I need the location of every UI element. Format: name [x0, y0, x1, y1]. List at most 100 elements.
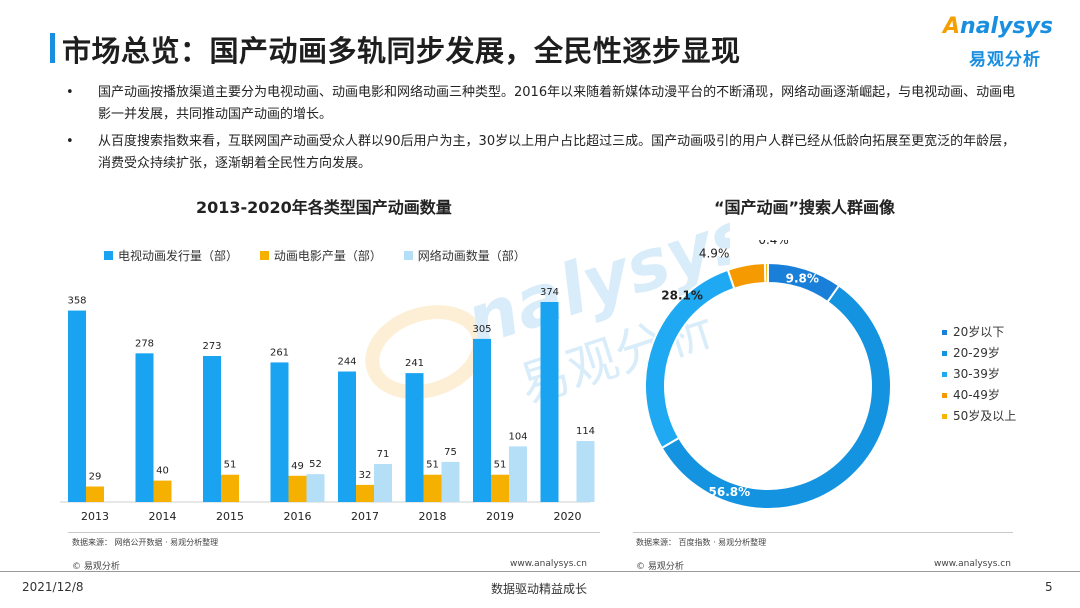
slice-label: 28.1% — [661, 288, 703, 302]
bar-value-label: 305 — [472, 324, 491, 335]
bar — [153, 480, 172, 502]
bullet-item: • 从百度搜索指数来看，互联网国产动画受众人群以90后用户为主，30岁以上用户占… — [66, 131, 1026, 175]
slice-label: 0.4% — [758, 240, 789, 247]
bar-chart: 358 29 2013 278 40 2014 273 51 2015 261 49 52 2016 24… — [60, 287, 595, 523]
bar-value-label: 114 — [576, 426, 595, 437]
bar — [423, 474, 442, 502]
title-accent-bar — [50, 33, 55, 63]
bar-value-label: 278 — [135, 338, 154, 349]
donut-chart-source: 数据来源： 百度指数 · 易观分析整理 — [636, 538, 767, 547]
bullet-dot: • — [66, 134, 74, 149]
legend-item: 30-39岁 — [942, 364, 1016, 385]
bar-value-label: 32 — [359, 470, 372, 481]
bar-value-label: 244 — [337, 357, 356, 368]
bar-chart-title: 2013-2020年各类型国产动画数量 — [196, 198, 452, 217]
bar-value-label: 104 — [508, 431, 527, 442]
bar — [68, 310, 86, 502]
bar-value-label: 51 — [224, 460, 237, 471]
x-tick-label: 2016 — [284, 510, 312, 523]
donut-chart-url: www.analysys.cn — [934, 559, 1011, 569]
bar-chart-url: www.analysys.cn — [510, 559, 587, 569]
x-tick-label: 2013 — [81, 510, 109, 523]
donut-slice — [726, 262, 767, 290]
bar-value-label: 40 — [156, 466, 169, 477]
bar — [270, 362, 289, 502]
legend-swatch — [403, 251, 413, 260]
x-tick-label: 2020 — [554, 510, 582, 523]
donut-slice — [660, 284, 892, 510]
bar-value-label: 75 — [444, 447, 457, 458]
legend-swatch — [942, 351, 947, 356]
bar — [405, 373, 424, 502]
bar — [135, 353, 154, 502]
slice-label: 4.9% — [699, 247, 730, 261]
donut-slice — [763, 261, 769, 285]
logo-wordmark: Analysys — [943, 14, 1053, 39]
legend-swatch — [942, 330, 947, 335]
bar — [441, 461, 460, 502]
legend-item: 40-49岁 — [942, 385, 1016, 406]
bar — [86, 486, 104, 502]
legend-item: 20-29岁 — [942, 343, 1016, 364]
footer-slogan: 数据驱动精益成长 — [491, 582, 588, 596]
bar-value-label: 51 — [426, 460, 439, 471]
bar-value-label: 241 — [405, 358, 424, 369]
logo-chinese: 易观分析 — [969, 50, 1041, 70]
bar — [509, 446, 527, 502]
bar-value-label: 49 — [291, 461, 304, 472]
bar-value-label: 261 — [270, 347, 289, 358]
page-title: 市场总览：国产动画多轨同步发展，全民性逐步显现 — [62, 34, 741, 68]
bullet-dot: • — [66, 85, 74, 100]
donut-chart-divider — [633, 532, 1013, 533]
summary-bullets: • 国产动画按播放渠道主要分为电视动画、动画电影和网络动画三种类型。2016年以… — [66, 82, 1026, 180]
bar — [576, 441, 595, 502]
donut-legend: 20岁以下 20-29岁 30-39岁 40-49岁 50岁及以上 — [942, 322, 1016, 427]
bar — [203, 356, 221, 502]
x-tick-label: 2014 — [149, 510, 177, 523]
legend-swatch — [942, 414, 947, 419]
footer-divider — [0, 571, 1080, 572]
bullet-text: 从百度搜索指数来看，互联网国产动画受众人群以90后用户为主，30岁以上用户占比超… — [98, 134, 1016, 171]
x-tick-label: 2019 — [486, 510, 514, 523]
bullet-item: • 国产动画按播放渠道主要分为电视动画、动画电影和网络动画三种类型。2016年以… — [66, 82, 1026, 126]
bar — [338, 371, 356, 502]
legend-swatch — [942, 372, 947, 377]
footer-date: 2021/12/8 — [22, 580, 84, 594]
bar — [540, 302, 559, 502]
slice-label: 9.8% — [786, 271, 819, 285]
bar-chart-legend: 电视动画发行量（部） 动画电影产量（部） 网络动画数量（部） — [104, 247, 544, 264]
bar-value-label: 29 — [89, 471, 102, 482]
x-tick-label: 2017 — [351, 510, 379, 523]
bar-value-label: 273 — [202, 341, 221, 352]
bar-chart-divider — [68, 532, 600, 533]
slice-label: 56.8% — [709, 485, 751, 499]
bar-value-label: 374 — [540, 287, 559, 298]
legend-item: 50岁及以上 — [942, 406, 1016, 427]
bar-value-label: 358 — [67, 296, 86, 307]
bar — [356, 484, 374, 502]
legend-swatch — [104, 251, 113, 260]
legend-item: 20岁以下 — [942, 322, 1016, 343]
x-tick-label: 2018 — [419, 510, 447, 523]
donut-chart-copyright: © 易观分析 — [636, 562, 684, 572]
bar-value-label: 52 — [309, 459, 322, 470]
x-tick-label: 2015 — [216, 510, 244, 523]
bar — [473, 338, 491, 502]
analysys-logo: Analysys 易观分析 — [943, 14, 1053, 72]
bar-value-label: 71 — [377, 449, 390, 460]
donut-chart: 9.8% 56.8% 28.1% 4.9% 0.4% — [644, 240, 892, 510]
bar — [306, 474, 325, 502]
legend-item: 动画电影产量（部） — [259, 249, 382, 263]
bar-chart-source: 数据来源： 网络公开数据 · 易观分析整理 — [72, 538, 219, 547]
bar — [374, 464, 392, 502]
legend-swatch — [942, 393, 947, 398]
legend-item: 电视动画发行量（部） — [104, 249, 238, 263]
bar-chart-copyright: © 易观分析 — [72, 562, 120, 572]
bar-value-label: 51 — [494, 460, 507, 471]
legend-item: 网络动画数量（部） — [403, 249, 526, 263]
bullet-text: 国产动画按播放渠道主要分为电视动画、动画电影和网络动画三种类型。2016年以来随… — [98, 85, 1016, 122]
donut-chart-title: “国产动画”搜索人群画像 — [714, 198, 896, 217]
legend-swatch — [259, 251, 269, 260]
bar — [491, 474, 509, 502]
bar — [288, 475, 307, 502]
